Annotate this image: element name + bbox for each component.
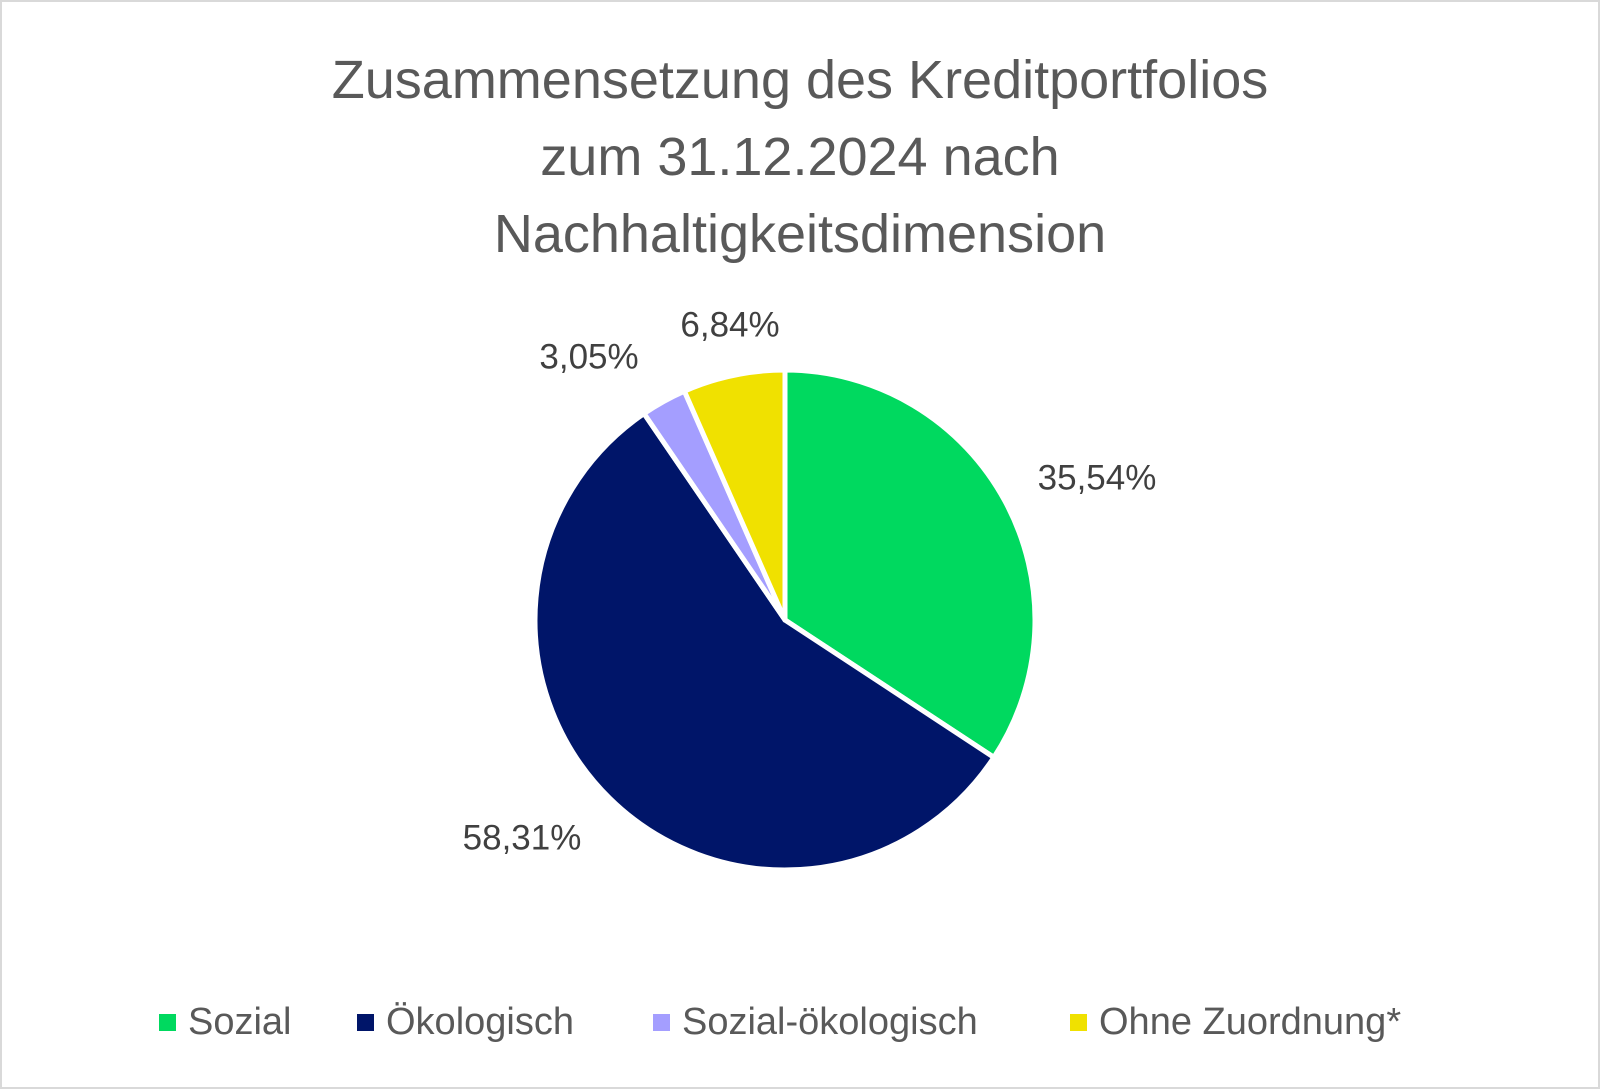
legend-swatch-sozial xyxy=(159,1014,176,1031)
chart-title-line-1: Zusammensetzung des Kreditportfolios xyxy=(331,50,1269,110)
chart-title: Zusammensetzung des Kreditportfolios zum… xyxy=(102,42,1498,273)
chart-title-line-2: zum 31.12.2024 nach xyxy=(540,127,1060,187)
pie-data-labels: 35,54% 58,31% 3,05% 6,84% xyxy=(463,305,1157,857)
legend-label-sozial: Sozial xyxy=(188,1001,292,1043)
legend-label-sozial-oekologisch: Sozial-ökologisch xyxy=(682,1001,978,1043)
pie-slice-oekologisch xyxy=(532,411,997,873)
pie-slices xyxy=(532,367,1038,873)
legend-swatch-ohne-zuordnung xyxy=(1070,1014,1087,1031)
legend-label-ohne-zuordnung: Ohne Zuordnung* xyxy=(1099,1001,1402,1043)
data-label-ohne-zuordnung: 6,84% xyxy=(680,305,779,344)
legend-swatch-sozial-oekologisch xyxy=(653,1014,670,1031)
data-label-sozial-oekologisch: 3,05% xyxy=(539,337,638,376)
data-label-oekologisch: 58,31% xyxy=(463,818,582,857)
data-label-sozial: 35,54% xyxy=(1038,458,1157,497)
legend-swatch-oekologisch xyxy=(357,1014,374,1031)
legend: Sozial Ökologisch Sozial-ökologisch Ohne… xyxy=(2,997,1598,1047)
chart-title-line-3: Nachhaltigkeitsdimension xyxy=(493,204,1107,264)
legend-label-oekologisch: Ökologisch xyxy=(386,1001,574,1043)
pie-slice-ohne-zuordnung xyxy=(681,367,788,623)
